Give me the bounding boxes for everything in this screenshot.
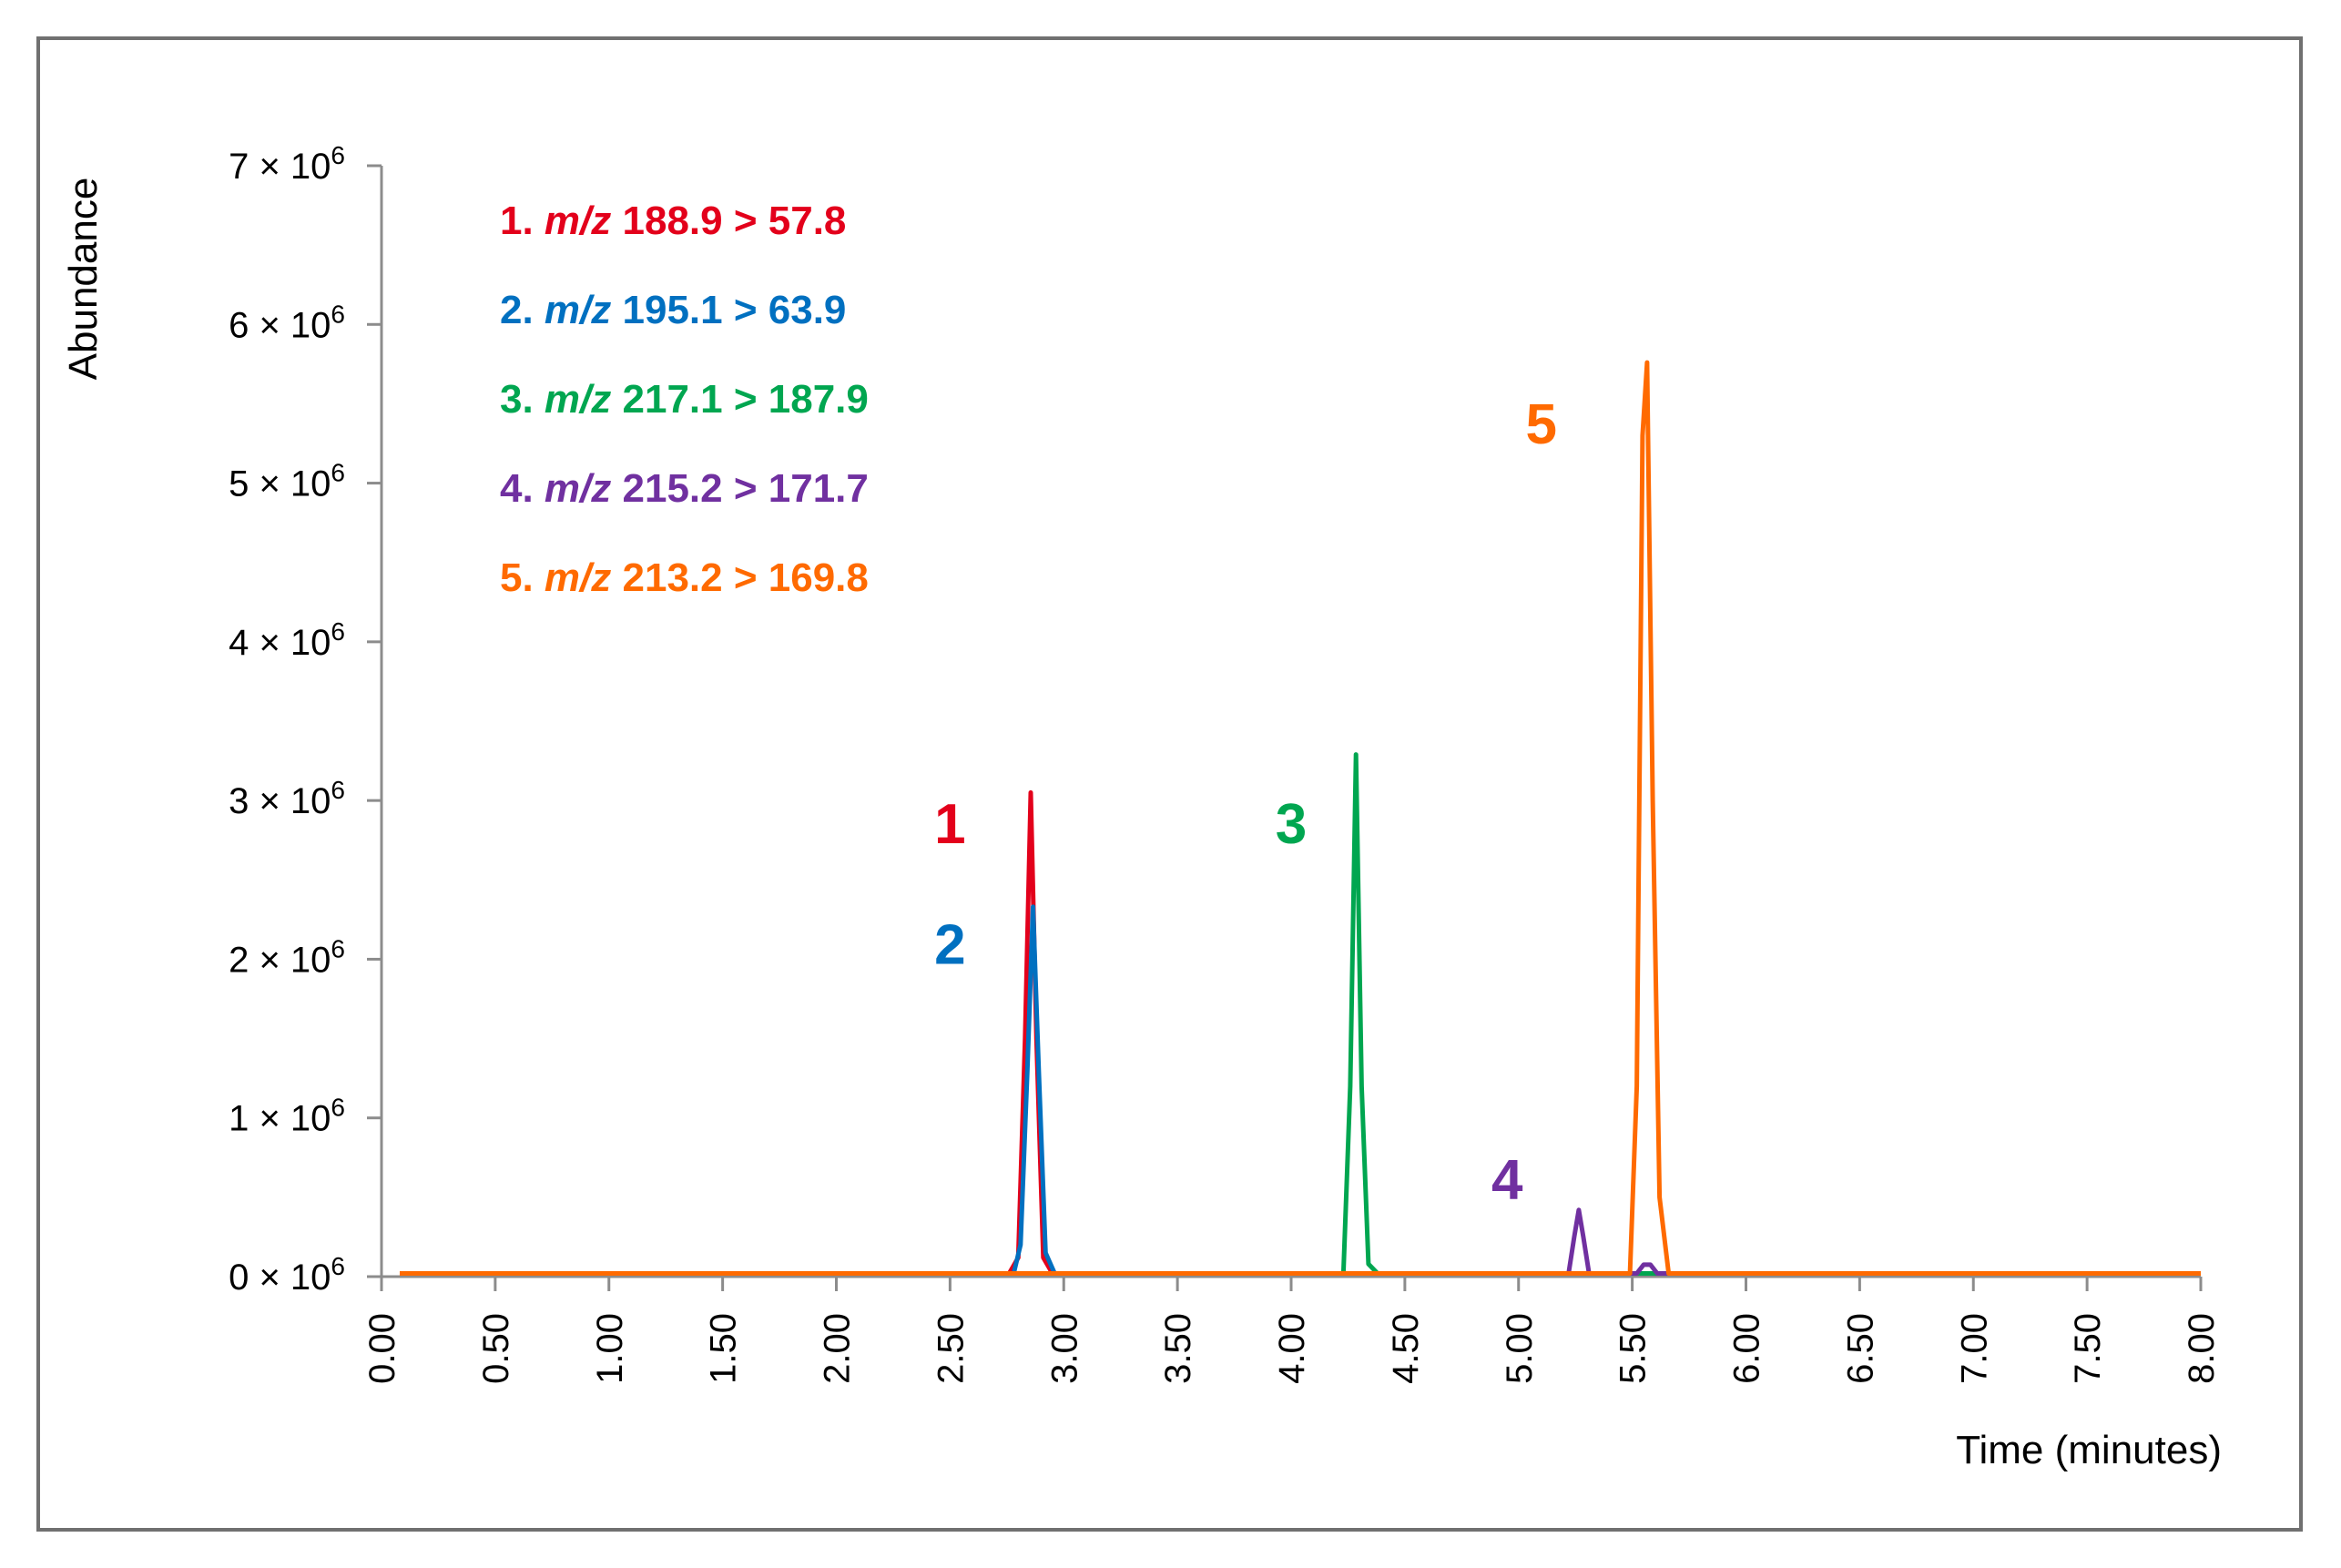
x-tick-label: 2.00 [818, 1313, 858, 1384]
x-tick-label: 1.50 [704, 1313, 744, 1384]
x-tick-label: 0.50 [476, 1313, 516, 1384]
x-tick-label: 7.00 [1954, 1313, 1994, 1384]
x-tick-label: 6.00 [1727, 1313, 1767, 1384]
y-tick-label: 7 × 106 [229, 141, 345, 187]
y-tick-label: 4 × 106 [229, 617, 345, 663]
x-tick-label: 3.00 [1044, 1313, 1084, 1384]
x-tick-label: 6.50 [1840, 1313, 1880, 1384]
y-tick-label: 3 × 106 [229, 776, 345, 821]
legend-item: 2. m/z 195.1 > 63.9 [500, 288, 846, 332]
x-tick-label: 7.50 [2068, 1313, 2108, 1384]
x-tick-label: 4.00 [1272, 1313, 1312, 1384]
chart-frame: 0 × 106 1 × 106 2 × 106 3 × 106 4 × 106 5 × 1… [36, 36, 2303, 1532]
x-tick-label: 2.50 [931, 1313, 971, 1384]
series-line [400, 1207, 2201, 1276]
peak-label: 2 [934, 914, 965, 977]
x-tick-label: 5.50 [1613, 1313, 1654, 1384]
legend-item: 5. m/z 213.2 > 169.8 [500, 555, 869, 600]
x-tick-label: 4.50 [1386, 1313, 1426, 1384]
y-tick-label: 5 × 106 [229, 459, 345, 504]
x-tick-label: 1.00 [590, 1313, 630, 1384]
series-lines [400, 360, 2201, 1276]
y-tick-label: 6 × 106 [229, 300, 345, 345]
x-axis-title: Time (minutes) [1956, 1428, 2222, 1472]
x-tick-label: 5.00 [1500, 1313, 1540, 1384]
legend: 1. m/z 188.9 > 57.8 2. m/z 195.1 > 63.9 3.… [500, 199, 869, 600]
y-axis: 0 × 106 1 × 106 2 × 106 3 × 106 4 × 106 5 × 1… [229, 141, 383, 1298]
peak-label: 5 [1525, 393, 1556, 456]
peak-label: 1 [934, 793, 965, 856]
x-tick-label: 3.50 [1158, 1313, 1198, 1384]
legend-item: 3. m/z 217.1 > 187.9 [500, 377, 869, 422]
x-tick-label: 0.00 [362, 1313, 402, 1384]
legend-item: 1. m/z 188.9 > 57.8 [500, 199, 846, 243]
series-line [400, 360, 2201, 1276]
y-tick-label: 1 × 106 [229, 1094, 345, 1139]
series-line [400, 904, 2201, 1276]
chromatogram-chart: 0 × 106 1 × 106 2 × 106 3 × 106 4 × 106 5 × 1… [61, 141, 2222, 1472]
y-tick-label: 2 × 106 [229, 934, 345, 980]
x-axis: 0.00 0.50 1.00 1.50 2.00 2.50 3.00 3.50 4.00 4.50… [362, 1275, 2222, 1384]
peak-label: 3 [1276, 793, 1307, 856]
peak-label: 4 [1491, 1149, 1523, 1212]
peak-labels: 1 2 3 4 5 [934, 393, 1557, 1212]
series-line [400, 789, 2201, 1276]
y-axis-title: Abundance [61, 178, 106, 381]
y-tick-label: 0 × 106 [229, 1252, 345, 1298]
x-tick-label: 8.00 [2182, 1313, 2222, 1384]
legend-item: 4. m/z 215.2 > 171.7 [500, 466, 869, 511]
